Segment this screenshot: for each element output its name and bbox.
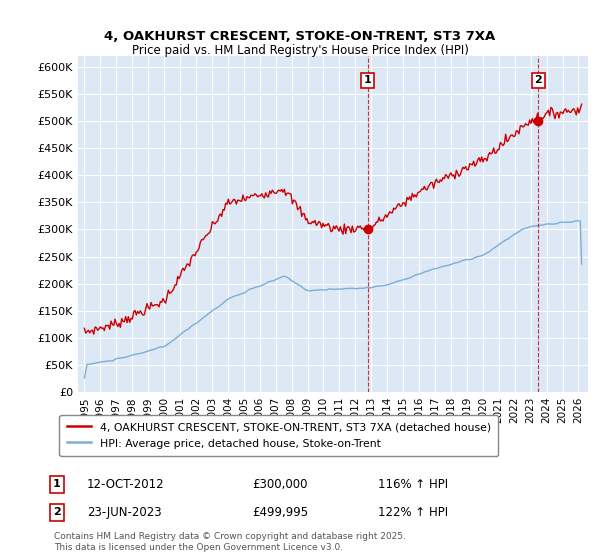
Text: 23-JUN-2023: 23-JUN-2023: [87, 506, 161, 519]
Text: 12-OCT-2012: 12-OCT-2012: [87, 478, 164, 491]
Text: £300,000: £300,000: [252, 478, 308, 491]
Text: 122% ↑ HPI: 122% ↑ HPI: [378, 506, 448, 519]
Text: 1: 1: [364, 76, 371, 85]
Text: 2: 2: [535, 76, 542, 85]
Text: Contains HM Land Registry data © Crown copyright and database right 2025.
This d: Contains HM Land Registry data © Crown c…: [54, 532, 406, 552]
Text: £499,995: £499,995: [252, 506, 308, 519]
Legend: 4, OAKHURST CRESCENT, STOKE-ON-TRENT, ST3 7XA (detached house), HPI: Average pri: 4, OAKHURST CRESCENT, STOKE-ON-TRENT, ST…: [59, 414, 498, 456]
Text: 116% ↑ HPI: 116% ↑ HPI: [378, 478, 448, 491]
Text: 1: 1: [53, 479, 61, 489]
Text: 4, OAKHURST CRESCENT, STOKE-ON-TRENT, ST3 7XA: 4, OAKHURST CRESCENT, STOKE-ON-TRENT, ST…: [104, 30, 496, 43]
Text: Price paid vs. HM Land Registry's House Price Index (HPI): Price paid vs. HM Land Registry's House …: [131, 44, 469, 57]
Text: 2: 2: [53, 507, 61, 517]
